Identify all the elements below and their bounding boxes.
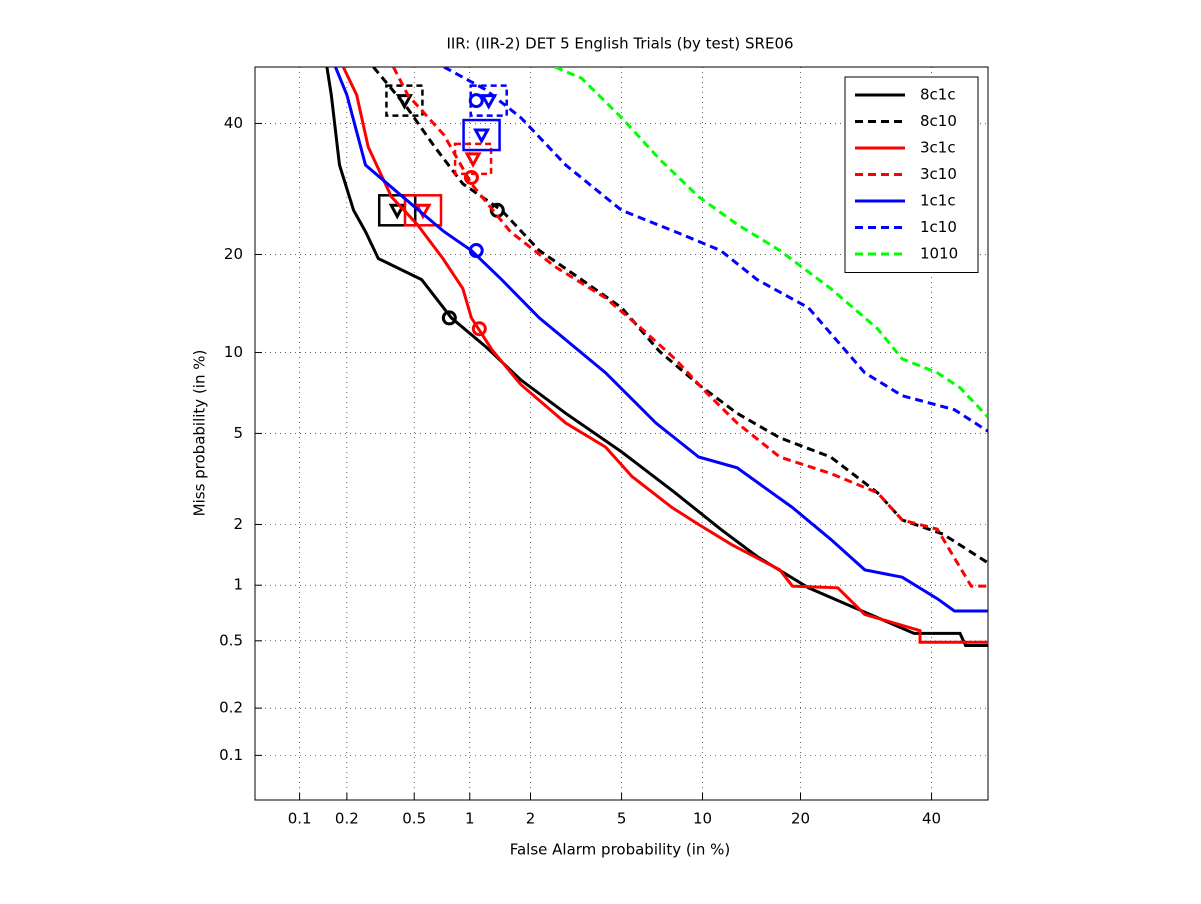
det-curve <box>443 67 988 433</box>
act-dcf-box <box>462 118 501 152</box>
min-dcf-marker <box>441 310 457 326</box>
legend-label: 3c10 <box>920 165 957 183</box>
y-tick-label: 0.2 <box>219 699 243 717</box>
plot-frame <box>254 66 989 801</box>
legend-box <box>844 76 979 273</box>
legend-label: 8c10 <box>920 112 957 130</box>
legend-label: 1c10 <box>920 218 957 236</box>
legend-label: 1c1c <box>920 192 956 210</box>
x-tick-label: 0.2 <box>335 810 359 828</box>
x-tick-label: 1 <box>465 810 475 828</box>
x-tick-label: 2 <box>526 810 536 828</box>
y-tick-label: 40 <box>224 114 243 132</box>
x-tick-label: 0.5 <box>402 810 426 828</box>
act-dcf-box <box>385 84 424 117</box>
x-tick-label: 5 <box>617 810 627 828</box>
x-tick-label: 40 <box>922 810 941 828</box>
x-tick-label: 20 <box>791 810 810 828</box>
legend-label: 3c1c <box>920 139 956 157</box>
y-axis-label: Miss probability (in %) <box>191 350 209 517</box>
x-axis-label: False Alarm probability (in %) <box>510 841 731 859</box>
legend-label: 8c1c <box>920 86 956 104</box>
act-dcf-marker <box>388 203 406 220</box>
min-dcf-marker <box>463 169 479 185</box>
min-dcf-marker <box>471 321 487 337</box>
act-dcf-box <box>469 84 508 117</box>
det-curve <box>372 67 988 565</box>
y-tick-label: 10 <box>224 343 243 361</box>
x-tick-label: 0.1 <box>288 810 312 828</box>
chart-title: IIR: (IIR-2) DET 5 English Trials (by te… <box>446 35 793 53</box>
y-tick-label: 5 <box>233 424 243 442</box>
det-curve <box>334 67 988 613</box>
min-dcf-marker <box>468 93 484 109</box>
y-tick-label: 0.5 <box>219 631 243 649</box>
det-curve <box>325 67 988 647</box>
act-dcf-box <box>403 194 443 227</box>
act-dcf-marker <box>395 94 413 110</box>
act-dcf-marker <box>464 152 482 169</box>
y-tick-label: 20 <box>224 245 243 263</box>
act-dcf-marker <box>473 128 491 145</box>
legend-label: 1010 <box>920 245 958 263</box>
det-curve <box>554 67 988 419</box>
act-dcf-marker <box>480 94 498 110</box>
y-tick-label: 2 <box>233 515 243 533</box>
min-dcf-marker <box>468 243 484 259</box>
act-dcf-box <box>377 194 417 227</box>
plot-area <box>325 67 988 647</box>
act-dcf-box <box>453 142 493 176</box>
y-tick-label: 0.1 <box>219 746 243 764</box>
y-tick-label: 1 <box>233 576 243 594</box>
det-curve <box>341 67 988 644</box>
x-tick-label: 10 <box>693 810 712 828</box>
